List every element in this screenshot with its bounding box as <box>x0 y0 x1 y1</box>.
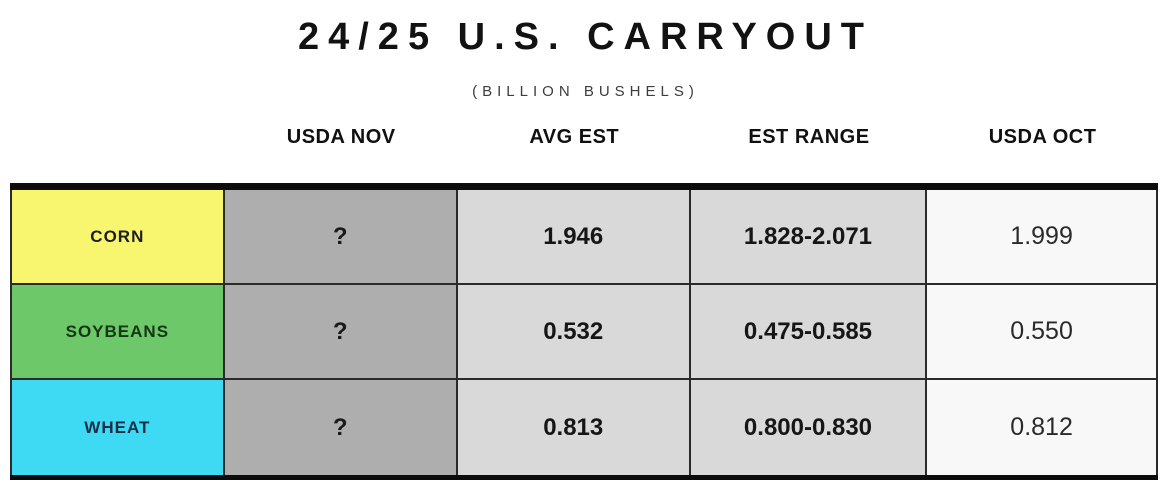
column-header-usda-nov: USDA NOV <box>286 126 396 148</box>
soybeans-est-range-value: 0.475-0.585 <box>690 285 928 380</box>
page-subtitle: (BILLION BUSHELS) <box>472 83 699 100</box>
column-header-avg-est: AVG EST <box>529 126 620 148</box>
soybeans-avg-est-value: 0.532 <box>457 285 691 380</box>
column-header-spacer <box>10 126 225 149</box>
wheat-usda-nov-value: ? <box>224 380 458 475</box>
corn-usda-nov-value: ? <box>224 190 458 285</box>
wheat-est-range-value: 0.800-0.830 <box>690 380 928 475</box>
table-row-soybeans: SOYBEANS ? 0.532 0.475-0.585 0.550 <box>10 285 1158 380</box>
carryout-table: CORN ? 1.946 1.828-2.071 1.999 SOYBEANS … <box>10 183 1158 480</box>
corn-avg-est-value: 1.946 <box>457 190 691 285</box>
soybeans-commodity-label: SOYBEANS <box>10 285 225 380</box>
column-header-row: USDA NOV AVG EST EST RANGE USDA OCT <box>10 126 1158 149</box>
table-row-wheat: WHEAT ? 0.813 0.800-0.830 0.812 <box>10 380 1158 475</box>
page-title: 24/25 U.S. CARRYOUT <box>297 16 874 58</box>
corn-usda-oct-value: 1.999 <box>927 190 1158 285</box>
wheat-usda-oct-value: 0.812 <box>927 380 1158 475</box>
corn-est-range-value: 1.828-2.071 <box>690 190 928 285</box>
table-row-corn: CORN ? 1.946 1.828-2.071 1.999 <box>10 190 1158 285</box>
soybeans-usda-oct-value: 0.550 <box>927 285 1158 380</box>
wheat-commodity-label: WHEAT <box>10 380 225 475</box>
column-header-est-range: EST RANGE <box>748 126 870 148</box>
wheat-avg-est-value: 0.813 <box>457 380 691 475</box>
column-header-usda-oct: USDA OCT <box>988 126 1097 148</box>
soybeans-usda-nov-value: ? <box>224 285 458 380</box>
corn-commodity-label: CORN <box>10 190 225 285</box>
